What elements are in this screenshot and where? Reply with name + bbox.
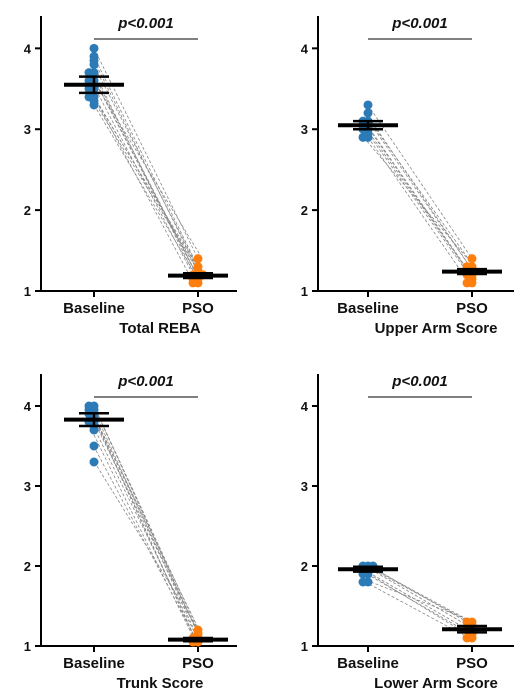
pair-line bbox=[364, 569, 469, 631]
pair-line bbox=[369, 120, 475, 267]
panel-trunk: 1 2 3 4 Baseline PSO Trunk Score p<0.001 bbox=[24, 373, 237, 692]
panel-lower-arm: 1 2 3 4 Baseline PSO Lower Arm Score p<0.001 bbox=[301, 373, 514, 692]
pair-line bbox=[98, 429, 203, 643]
pair-line bbox=[95, 60, 201, 271]
baseline-point bbox=[89, 425, 99, 435]
pair-line bbox=[367, 104, 473, 259]
pair-line bbox=[91, 56, 197, 267]
y-tick-label: 2 bbox=[301, 203, 308, 218]
baseline-point bbox=[358, 132, 368, 142]
pair-line bbox=[90, 409, 195, 639]
x-label-pso: PSO bbox=[456, 655, 488, 672]
pair-line bbox=[367, 565, 473, 623]
panel-total-reba: 1 2 3 4 Baseline PSO Total REBA p<0.001 bbox=[24, 15, 237, 337]
y-tick-label: 2 bbox=[301, 559, 308, 574]
pair-line bbox=[89, 88, 194, 284]
y-tick-label: 2 bbox=[24, 559, 31, 574]
pair-line bbox=[94, 80, 200, 280]
x-label-pso: PSO bbox=[182, 300, 214, 317]
baseline-point bbox=[89, 457, 99, 467]
pair-line bbox=[92, 72, 198, 276]
pair-line bbox=[97, 72, 202, 276]
pair-line bbox=[91, 100, 196, 276]
pair-line bbox=[93, 96, 198, 267]
pair-line bbox=[96, 104, 201, 276]
pair-line bbox=[368, 129, 474, 280]
pair-line bbox=[365, 112, 471, 267]
y-tick-label: 4 bbox=[24, 399, 32, 414]
pair-line bbox=[363, 137, 468, 259]
panel-title: Total REBA bbox=[119, 320, 201, 337]
pair-line bbox=[94, 417, 200, 631]
y-tick-label: 1 bbox=[24, 284, 31, 299]
baseline-point bbox=[89, 100, 99, 110]
significance-label: p<0.001 bbox=[391, 15, 447, 32]
y-tick-label: 4 bbox=[301, 41, 309, 56]
pso-point bbox=[462, 278, 472, 288]
x-label-pso: PSO bbox=[456, 300, 488, 317]
y-tick-label: 3 bbox=[301, 479, 308, 494]
y-tick-label: 4 bbox=[24, 41, 32, 56]
pso-point bbox=[467, 254, 477, 264]
panel-title: Trunk Score bbox=[117, 675, 204, 692]
baseline-point bbox=[363, 100, 373, 110]
x-label-baseline: Baseline bbox=[63, 655, 125, 672]
y-tick-label: 2 bbox=[24, 203, 31, 218]
pair-line bbox=[364, 120, 469, 272]
y-tick-label: 1 bbox=[301, 639, 308, 654]
y-tick-label: 4 bbox=[301, 399, 309, 414]
x-label-pso: PSO bbox=[182, 655, 214, 672]
y-tick-label: 1 bbox=[301, 284, 308, 299]
y-tick-label: 3 bbox=[24, 122, 31, 137]
pair-line bbox=[90, 64, 195, 276]
pso-point bbox=[188, 278, 198, 288]
pair-line bbox=[371, 569, 476, 631]
panel-title: Lower Arm Score bbox=[374, 675, 498, 692]
significance-label: p<0.001 bbox=[117, 373, 173, 390]
significance-label: p<0.001 bbox=[117, 15, 173, 32]
pso-point bbox=[193, 254, 203, 264]
pair-line bbox=[89, 425, 194, 639]
x-label-baseline: Baseline bbox=[337, 300, 399, 317]
baseline-point bbox=[363, 108, 373, 118]
pair-line bbox=[90, 80, 196, 280]
pair-line bbox=[93, 48, 199, 259]
baseline-point bbox=[89, 60, 99, 70]
y-tick-label: 3 bbox=[301, 122, 308, 137]
y-tick-label: 3 bbox=[24, 479, 31, 494]
pair-line bbox=[92, 413, 198, 643]
pair-line bbox=[94, 96, 199, 271]
panel-upper-arm: 1 2 3 4 Baseline PSO Upper Arm Score p<0.001 bbox=[301, 15, 514, 337]
y-tick-label: 1 bbox=[24, 639, 31, 654]
pso-point bbox=[462, 633, 472, 643]
significance-label: p<0.001 bbox=[391, 373, 447, 390]
x-label-baseline: Baseline bbox=[337, 655, 399, 672]
pair-line bbox=[369, 565, 475, 627]
pair-line bbox=[370, 581, 475, 623]
pair-line bbox=[370, 137, 476, 284]
x-label-baseline: Baseline bbox=[63, 300, 125, 317]
pair-line bbox=[90, 421, 196, 635]
pair-line bbox=[98, 88, 203, 259]
pair-line bbox=[94, 461, 199, 631]
pair-line bbox=[364, 133, 470, 284]
pair-line bbox=[366, 573, 471, 635]
baseline-point bbox=[89, 441, 99, 451]
pair-line bbox=[96, 84, 202, 284]
panel-title: Upper Arm Score bbox=[375, 320, 498, 337]
baseline-point bbox=[84, 68, 94, 78]
pair-line bbox=[371, 124, 476, 276]
pair-line bbox=[91, 405, 197, 635]
baseline-point bbox=[89, 43, 99, 53]
baseline-point bbox=[358, 577, 368, 587]
